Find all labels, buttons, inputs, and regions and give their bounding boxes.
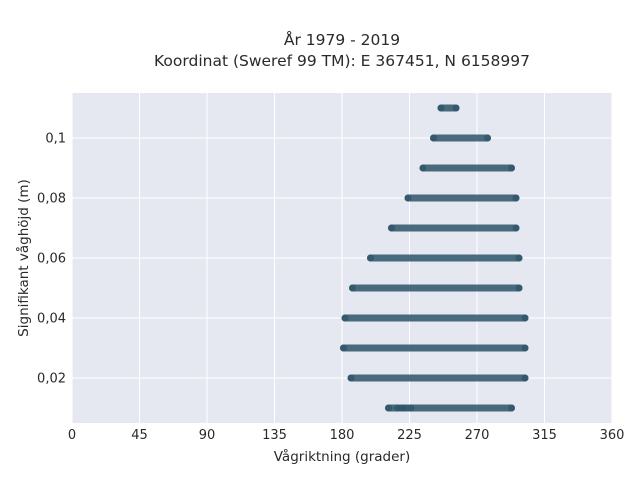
- scatter-point: [521, 344, 529, 352]
- scatter-points: [340, 104, 529, 412]
- y-tick-label: 0,02: [37, 372, 66, 387]
- x-tick-label: 270: [465, 428, 490, 443]
- scatter-point: [404, 194, 412, 202]
- x-tick-label: 0: [68, 428, 76, 443]
- y-tick-label: 0,04: [37, 312, 66, 327]
- scatter-point: [430, 134, 437, 142]
- scatter-point: [515, 254, 523, 262]
- scatter-point: [512, 194, 520, 202]
- scatter-point: [512, 224, 520, 232]
- x-tick-label: 225: [397, 428, 422, 443]
- x-tick-label: 90: [199, 428, 216, 443]
- scatter-point: [385, 404, 392, 412]
- x-axis-label: Vågriktning (grader): [274, 448, 411, 465]
- scatter-point: [508, 164, 515, 172]
- scatter-point: [407, 404, 415, 412]
- scatter-point: [521, 374, 529, 382]
- y-tick-label: 0,08: [37, 192, 66, 207]
- scatter-point: [388, 224, 395, 232]
- scatter-point: [347, 374, 355, 382]
- scatter-point: [508, 404, 515, 412]
- scatter-point: [437, 104, 445, 112]
- y-tick-label: 0,1: [45, 132, 66, 147]
- scatter-point: [521, 314, 529, 322]
- scatter-point: [484, 134, 491, 142]
- scatter-point: [419, 164, 427, 172]
- scatter-point: [401, 404, 409, 412]
- scatter-point: [340, 344, 347, 352]
- x-tick-labels: 0 45 90 135 180 225 270 315 360: [68, 428, 625, 443]
- x-tick-label: 45: [131, 428, 148, 443]
- scatter-point: [515, 284, 523, 292]
- scatter-point: [349, 284, 356, 292]
- y-tick-labels: 0,02 0,04 0,06 0,08 0,1: [37, 132, 66, 387]
- scatter-point: [452, 104, 460, 112]
- y-axis-label: Signifikant våghöjd (m): [15, 179, 32, 337]
- x-tick-label: 135: [262, 428, 287, 443]
- chart-subtitle: Koordinat (Sweref 99 TM): E 367451, N 61…: [154, 52, 530, 70]
- scatter-point: [367, 254, 374, 262]
- x-tick-label: 315: [532, 428, 557, 443]
- x-tick-label: 180: [330, 428, 355, 443]
- chart-title: År 1979 - 2019: [284, 30, 400, 49]
- y-tick-label: 0,06: [37, 252, 66, 267]
- x-tick-label: 360: [600, 428, 625, 443]
- scatter-point: [341, 314, 349, 322]
